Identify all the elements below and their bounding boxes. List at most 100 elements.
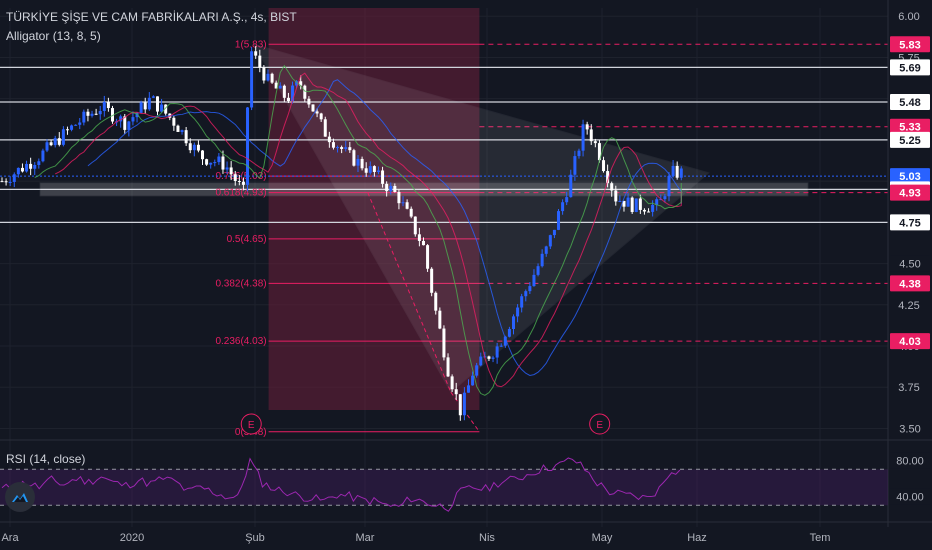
price-badge-1[interactable] bbox=[890, 59, 930, 76]
candle-body[interactable] bbox=[364, 168, 368, 173]
candle-body[interactable] bbox=[642, 209, 646, 212]
candle-body[interactable] bbox=[319, 113, 323, 120]
candle-body[interactable] bbox=[315, 111, 319, 114]
price-badge-12[interactable] bbox=[890, 420, 930, 437]
candle-body[interactable] bbox=[471, 375, 475, 386]
candle-body[interactable] bbox=[544, 246, 548, 254]
candle-body[interactable] bbox=[536, 266, 540, 275]
candle-body[interactable] bbox=[454, 389, 458, 395]
price-badge-7[interactable] bbox=[890, 184, 930, 201]
earnings-e-icon[interactable] bbox=[240, 413, 262, 435]
rsi-line[interactable] bbox=[1, 457, 681, 512]
candle-body[interactable] bbox=[638, 198, 642, 210]
candle-body[interactable] bbox=[548, 235, 552, 247]
price-badge-9[interactable] bbox=[890, 255, 930, 272]
candle-body[interactable] bbox=[49, 142, 53, 146]
candle-body[interactable] bbox=[405, 202, 409, 209]
candle-body[interactable] bbox=[372, 166, 376, 172]
candle-body[interactable] bbox=[16, 167, 20, 175]
candle-body[interactable] bbox=[45, 142, 49, 151]
candle-body[interactable] bbox=[532, 274, 536, 287]
candle-body[interactable] bbox=[647, 211, 651, 213]
candle-body[interactable] bbox=[303, 85, 307, 99]
candle-body[interactable] bbox=[585, 124, 589, 130]
candle-body[interactable] bbox=[569, 174, 573, 198]
candle-body[interactable] bbox=[540, 253, 544, 267]
candle-body[interactable] bbox=[426, 245, 430, 269]
candle-body[interactable] bbox=[348, 147, 352, 151]
candle-body[interactable] bbox=[597, 143, 601, 161]
candle-body[interactable] bbox=[37, 161, 41, 165]
candle-body[interactable] bbox=[565, 197, 569, 203]
candle-body[interactable] bbox=[499, 345, 503, 347]
candle-body[interactable] bbox=[679, 168, 683, 178]
candle-body[interactable] bbox=[340, 147, 344, 149]
candle-body[interactable] bbox=[675, 165, 679, 178]
candle-body[interactable] bbox=[201, 150, 205, 160]
candle-body[interactable] bbox=[147, 97, 151, 110]
candle-body[interactable] bbox=[266, 73, 270, 81]
candle-body[interactable] bbox=[389, 185, 393, 192]
candle-body[interactable] bbox=[25, 163, 29, 172]
candle-body[interactable] bbox=[458, 394, 462, 416]
tradingview-logo-icon[interactable] bbox=[5, 482, 35, 512]
candle-body[interactable] bbox=[336, 147, 340, 149]
candle-body[interactable] bbox=[94, 113, 98, 115]
candle-body[interactable] bbox=[119, 116, 123, 122]
candle-body[interactable] bbox=[8, 181, 12, 183]
candle-body[interactable] bbox=[258, 55, 262, 68]
candle-body[interactable] bbox=[421, 240, 425, 246]
candle-body[interactable] bbox=[213, 162, 217, 164]
price-badge-5[interactable] bbox=[890, 168, 930, 185]
candle-body[interactable] bbox=[299, 81, 303, 86]
candle-body[interactable] bbox=[151, 96, 155, 98]
candle-body[interactable] bbox=[286, 97, 290, 102]
price-badge-11[interactable] bbox=[890, 333, 930, 350]
candle-body[interactable] bbox=[274, 82, 278, 89]
candle-body[interactable] bbox=[74, 124, 78, 126]
candle-body[interactable] bbox=[581, 124, 585, 151]
candle-body[interactable] bbox=[20, 167, 24, 172]
price-badge-0[interactable] bbox=[890, 36, 930, 53]
candle-body[interactable] bbox=[446, 357, 450, 377]
candle-body[interactable] bbox=[106, 102, 110, 109]
candle-body[interactable] bbox=[205, 159, 209, 165]
candle-body[interactable] bbox=[528, 286, 532, 292]
candle-body[interactable] bbox=[295, 81, 299, 86]
candle-body[interactable] bbox=[589, 129, 593, 142]
candle-body[interactable] bbox=[376, 170, 380, 172]
candle-body[interactable] bbox=[655, 199, 659, 205]
candle-body[interactable] bbox=[344, 147, 348, 149]
price-badge-8[interactable] bbox=[890, 214, 930, 231]
candle-body[interactable] bbox=[385, 183, 389, 192]
candle-body[interactable] bbox=[135, 112, 139, 118]
candle-body[interactable] bbox=[397, 192, 401, 204]
candle-body[interactable] bbox=[176, 125, 180, 132]
candle-body[interactable] bbox=[622, 200, 626, 207]
candle-body[interactable] bbox=[196, 144, 200, 151]
candle-body[interactable] bbox=[57, 138, 61, 145]
candle-body[interactable] bbox=[241, 181, 245, 185]
candle-body[interactable] bbox=[323, 119, 327, 137]
candle-body[interactable] bbox=[462, 392, 466, 416]
candle-body[interactable] bbox=[41, 150, 45, 162]
candle-body[interactable] bbox=[184, 130, 188, 144]
candle-body[interactable] bbox=[520, 296, 524, 308]
candle-body[interactable] bbox=[516, 307, 520, 317]
candle-body[interactable] bbox=[172, 117, 176, 126]
candle-body[interactable] bbox=[495, 346, 499, 358]
candle-body[interactable] bbox=[65, 129, 69, 131]
candle-body[interactable] bbox=[606, 171, 610, 184]
candle-body[interactable] bbox=[192, 144, 196, 151]
candle-body[interactable] bbox=[487, 356, 491, 359]
candle-body[interactable] bbox=[246, 107, 250, 185]
candle-body[interactable] bbox=[413, 216, 417, 235]
candle-body[interactable] bbox=[250, 51, 254, 108]
candle-body[interactable] bbox=[512, 316, 515, 330]
candle-body[interactable] bbox=[360, 158, 364, 169]
candle-body[interactable] bbox=[331, 142, 335, 148]
candle-body[interactable] bbox=[593, 141, 597, 144]
candle-body[interactable] bbox=[442, 328, 446, 358]
candle-body[interactable] bbox=[634, 198, 638, 213]
candle-body[interactable] bbox=[417, 234, 421, 241]
